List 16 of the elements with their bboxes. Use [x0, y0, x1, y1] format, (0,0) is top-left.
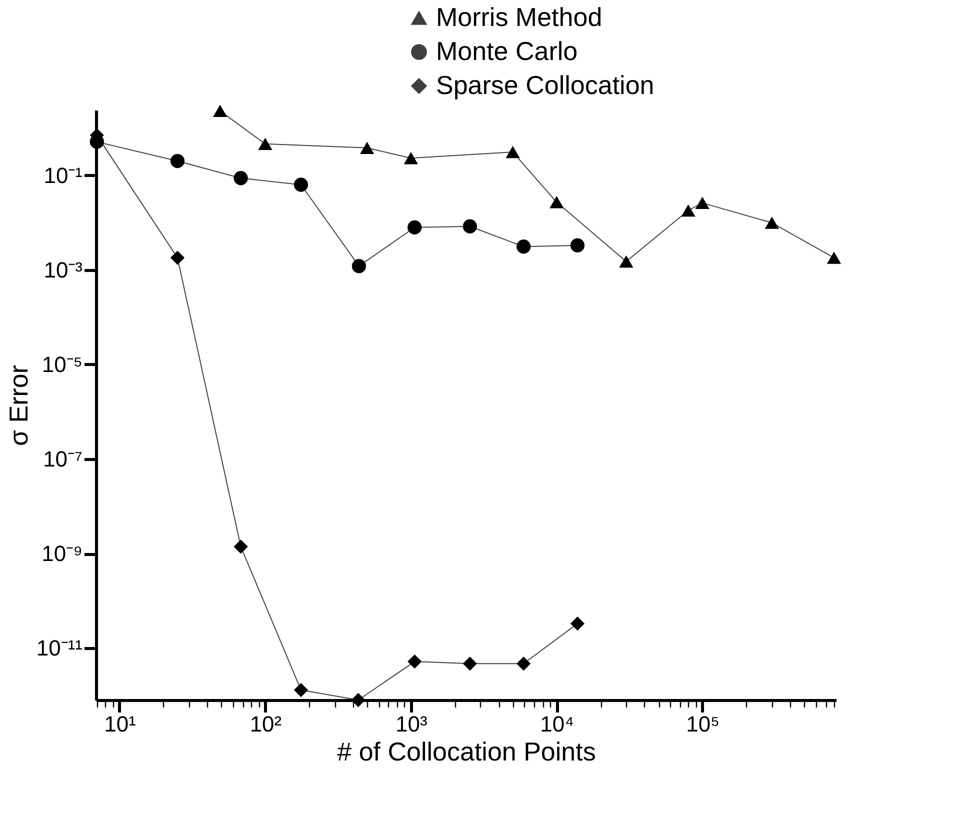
x-tick-label: 10²	[250, 712, 282, 736]
y-tick-label: 10⁻¹	[44, 162, 82, 188]
legend-label: Sparse Collocation	[436, 70, 654, 100]
x-tick-label: 10⁵	[686, 712, 720, 736]
y-axis-title: σ Error	[3, 364, 34, 446]
x-tick-label: 10³	[396, 712, 428, 736]
y-tick-label: 10⁻⁹	[42, 541, 82, 566]
y-tick-label: 10⁻⁵	[42, 352, 82, 377]
x-tick-label: 10⁴	[540, 712, 574, 736]
y-tick-label: 10⁻³	[44, 257, 82, 282]
legend-label: Morris Method	[436, 2, 602, 32]
x-axis-title: # of Collocation Points	[337, 736, 596, 766]
y-tick-label: 10⁻¹¹	[36, 636, 82, 661]
y-tick-label: 10⁻⁷	[43, 446, 83, 472]
legend-label: Monte Carlo	[436, 36, 578, 66]
x-tick-label: 10¹	[104, 712, 136, 736]
